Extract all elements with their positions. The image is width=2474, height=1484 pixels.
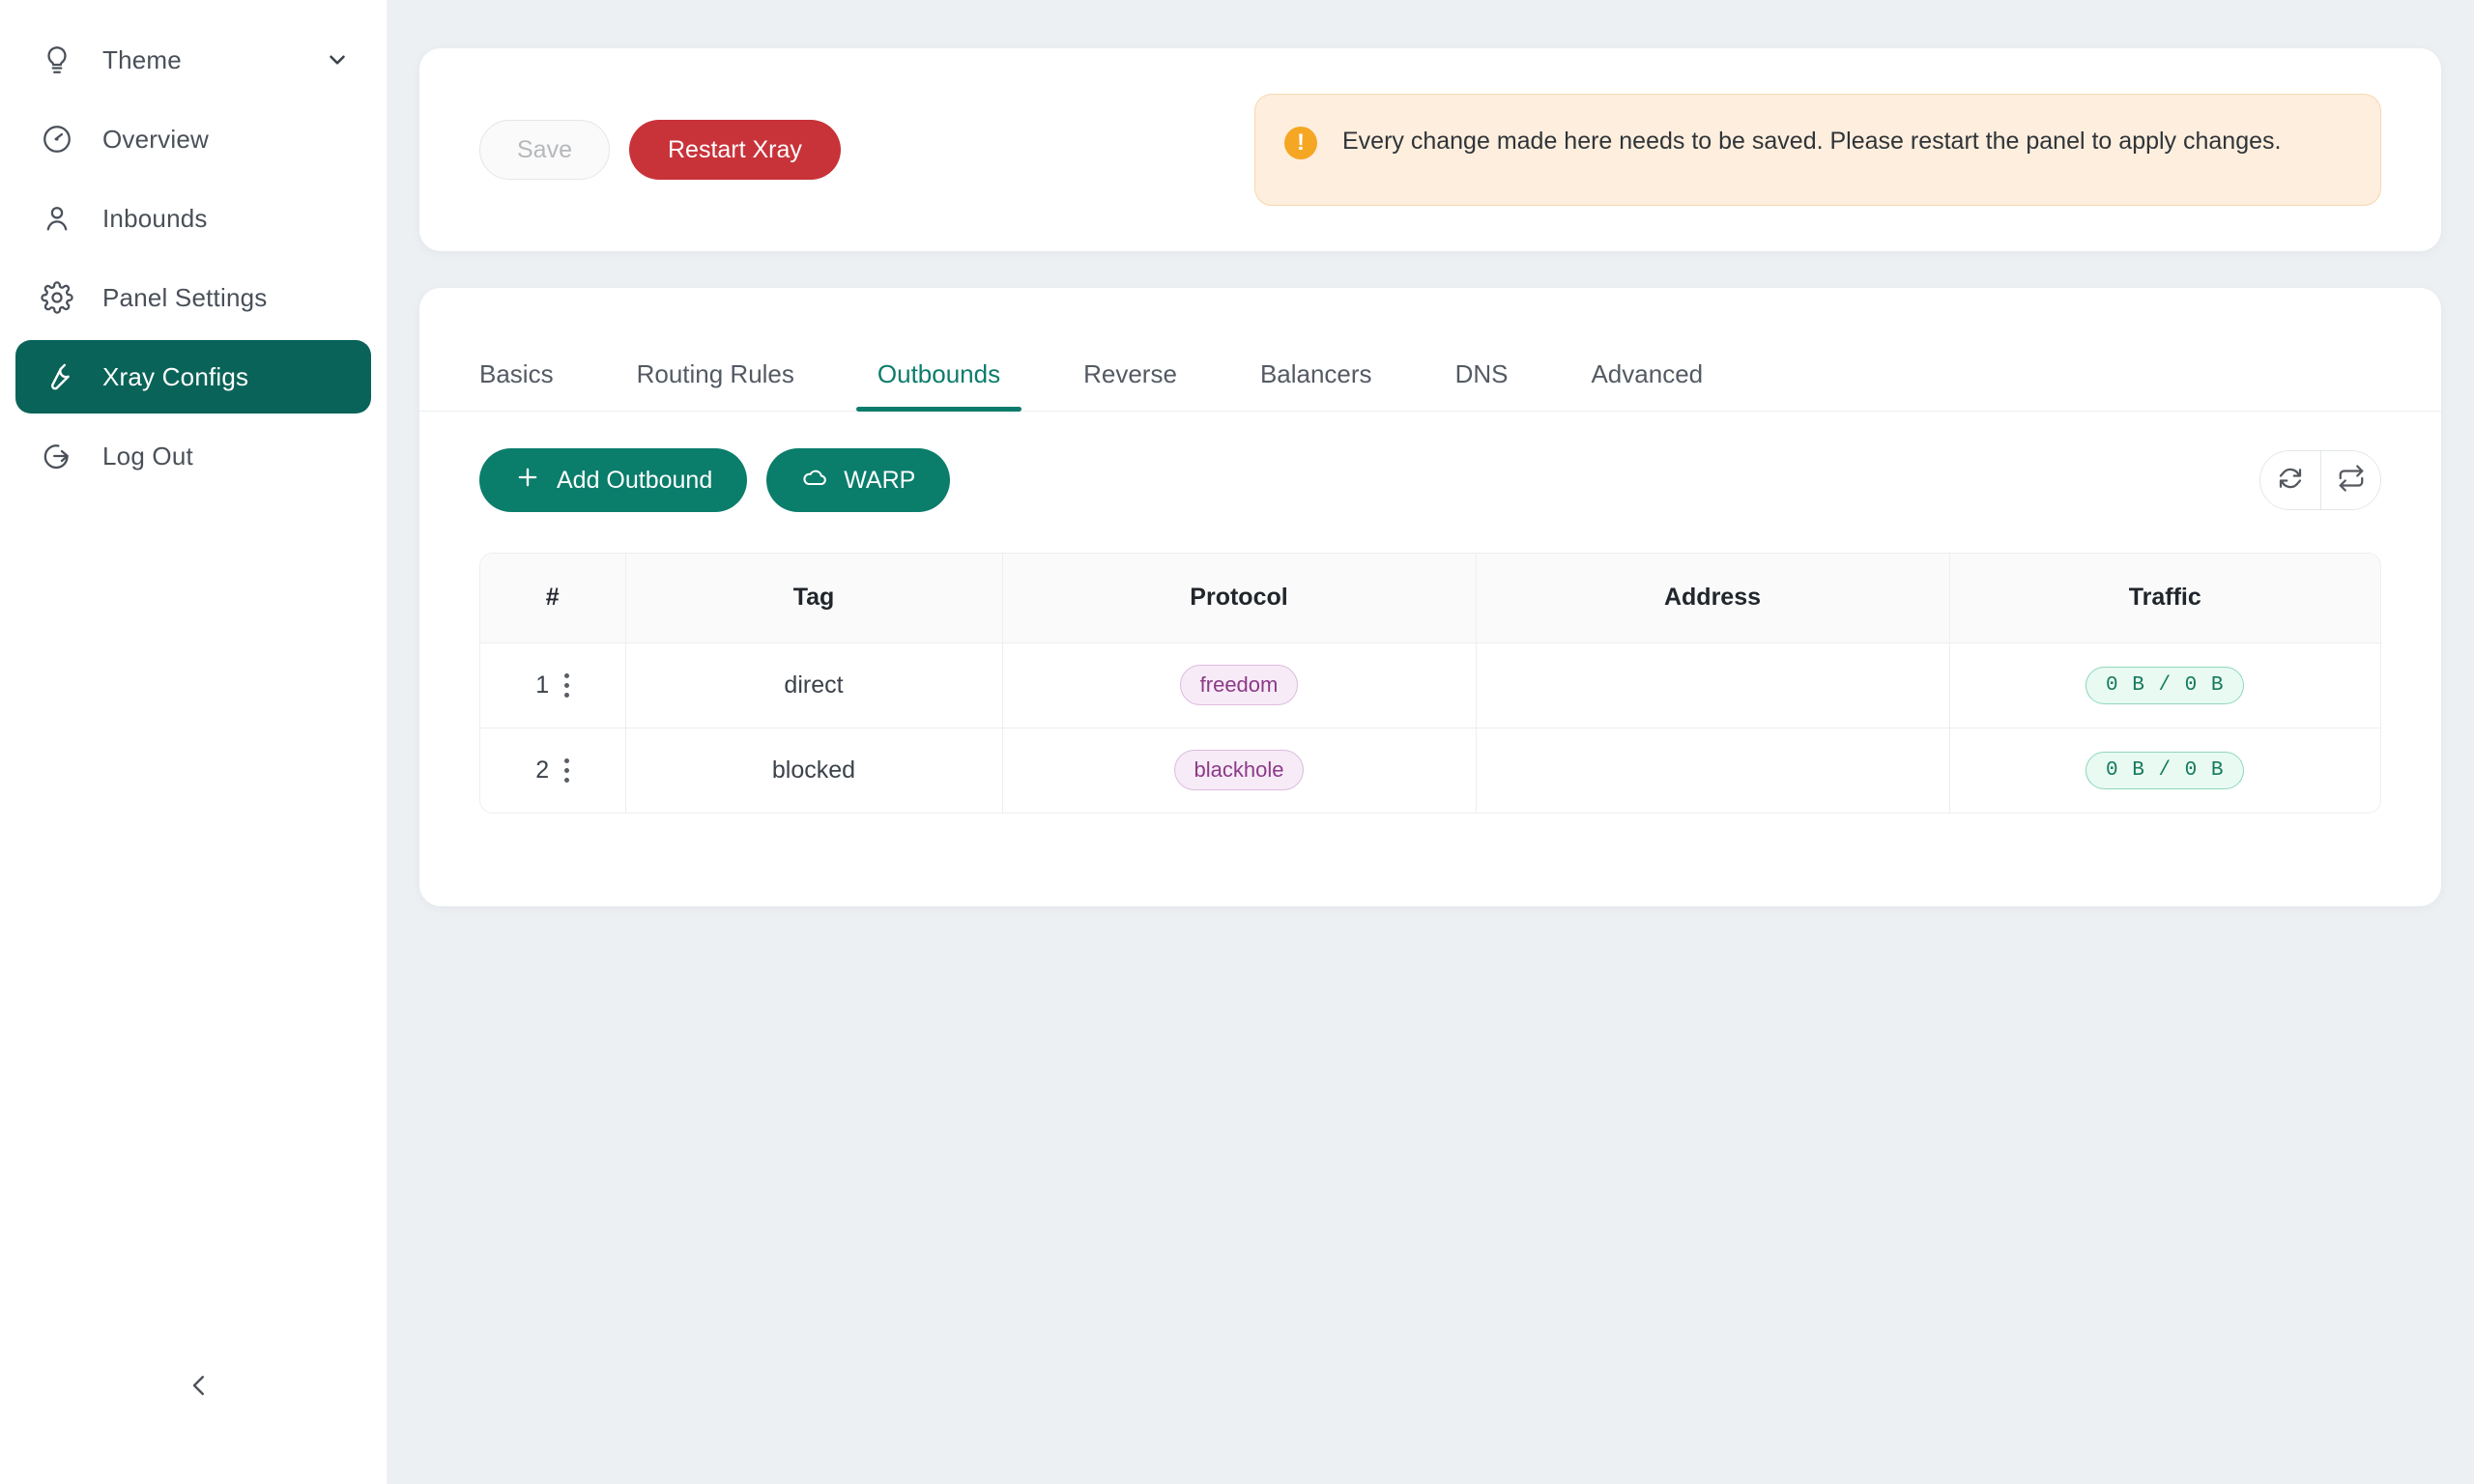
- traffic-badge: 0 B / 0 B: [2086, 751, 2245, 789]
- protocol-badge: blackhole: [1173, 750, 1305, 791]
- warning-icon: !: [1284, 127, 1317, 159]
- sidebar-item-theme[interactable]: Theme: [15, 23, 371, 97]
- table-header-row: # Tag Protocol Address Traffic: [480, 554, 2380, 643]
- sidebar-item-panel-settings[interactable]: Panel Settings: [15, 261, 371, 334]
- user-icon: [37, 198, 77, 239]
- main-content: Save Restart Xray ! Every change made he…: [387, 0, 2474, 1484]
- xray-config-card: Basics Routing Rules Outbounds Reverse B…: [419, 288, 2441, 906]
- gear-icon: [37, 277, 77, 318]
- sidebar-item-log-out[interactable]: Log Out: [15, 419, 371, 493]
- sidebar-item-label: Log Out: [102, 441, 193, 471]
- refresh-button[interactable]: [2260, 451, 2320, 509]
- sidebar-item-label: Theme: [102, 44, 182, 74]
- sidebar-item-label: Xray Configs: [102, 361, 249, 391]
- cell-index: 1: [480, 642, 626, 728]
- protocol-badge: freedom: [1179, 665, 1299, 705]
- cell-address: [1476, 728, 1950, 813]
- wrench-icon: [37, 357, 77, 397]
- cell-traffic: 0 B / 0 B: [1949, 728, 2380, 813]
- sidebar: Theme Overview: [0, 0, 387, 1484]
- plus-icon: [514, 464, 541, 498]
- table-row[interactable]: 2 blocked blackhole 0 B / 0 B: [480, 728, 2380, 813]
- row-menu-icon[interactable]: [564, 672, 570, 698]
- table-controls: [2259, 450, 2381, 510]
- column-header-address: Address: [1476, 554, 1950, 643]
- row-index: 1: [535, 671, 550, 699]
- warp-button[interactable]: WARP: [766, 448, 951, 512]
- chevron-down-icon[interactable]: [325, 47, 350, 72]
- sidebar-collapse-button[interactable]: [172, 1360, 226, 1414]
- logout-icon: [37, 436, 77, 476]
- cell-address: [1476, 642, 1950, 728]
- sidebar-item-label: Panel Settings: [102, 282, 268, 312]
- cell-index: 2: [480, 728, 626, 813]
- row-index: 2: [535, 756, 550, 784]
- tab-reverse[interactable]: Reverse: [1083, 359, 1177, 388]
- cell-tag: blocked: [625, 728, 1003, 813]
- tab-balancers[interactable]: Balancers: [1259, 359, 1372, 388]
- action-bar-card: Save Restart Xray ! Every change made he…: [419, 48, 2441, 251]
- table-row[interactable]: 1 direct freedom 0 B / 0 B: [480, 642, 2380, 728]
- lightbulb-icon: [37, 40, 77, 80]
- row-menu-icon[interactable]: [564, 757, 570, 783]
- add-outbound-button[interactable]: Add Outbound: [479, 448, 748, 512]
- tab-advanced[interactable]: Advanced: [1591, 359, 1704, 388]
- sidebar-item-label: Inbounds: [102, 203, 208, 233]
- table-body: 1 direct freedom 0 B / 0 B: [480, 642, 2380, 813]
- save-warning-alert: ! Every change made here needs to be sav…: [1254, 94, 2381, 206]
- cloud-icon: [801, 464, 828, 498]
- outbounds-table-wrapper: # Tag Protocol Address Traffic 1: [479, 553, 2381, 813]
- cell-protocol: blackhole: [1002, 728, 1477, 813]
- column-header-index: #: [480, 554, 626, 643]
- tab-routing-rules[interactable]: Routing Rules: [636, 359, 794, 388]
- alert-message: Every change made here needs to be saved…: [1342, 128, 2282, 155]
- outbounds-toolbar: Add Outbound WARP: [419, 412, 2441, 512]
- warp-label: WARP: [844, 466, 916, 494]
- cell-protocol: freedom: [1002, 642, 1477, 728]
- repeat-icon: [2337, 464, 2366, 498]
- repeat-button[interactable]: [2320, 451, 2380, 509]
- add-outbound-label: Add Outbound: [557, 466, 713, 494]
- sidebar-item-xray-configs[interactable]: Xray Configs: [15, 340, 371, 414]
- outbounds-table: # Tag Protocol Address Traffic 1: [480, 554, 2380, 813]
- traffic-badge: 0 B / 0 B: [2086, 666, 2245, 704]
- table-head: # Tag Protocol Address Traffic: [480, 554, 2380, 643]
- refresh-icon: [2276, 464, 2305, 498]
- cell-tag: direct: [625, 642, 1003, 728]
- tab-basics[interactable]: Basics: [479, 359, 554, 388]
- column-header-tag: Tag: [625, 554, 1003, 643]
- tab-dns[interactable]: DNS: [1454, 359, 1509, 388]
- restart-xray-button[interactable]: Restart Xray: [628, 120, 841, 180]
- gauge-icon: [37, 119, 77, 159]
- tab-outbounds[interactable]: Outbounds: [855, 359, 1022, 412]
- config-tabs: Basics Routing Rules Outbounds Reverse B…: [419, 288, 2441, 412]
- cell-traffic: 0 B / 0 B: [1949, 642, 2380, 728]
- sidebar-item-overview[interactable]: Overview: [15, 102, 371, 176]
- column-header-traffic: Traffic: [1949, 554, 2380, 643]
- sidebar-item-label: Overview: [102, 124, 209, 154]
- sidebar-item-inbounds[interactable]: Inbounds: [15, 182, 371, 255]
- chevron-left-icon: [185, 1371, 214, 1405]
- save-button[interactable]: Save: [479, 120, 610, 180]
- column-header-protocol: Protocol: [1002, 554, 1477, 643]
